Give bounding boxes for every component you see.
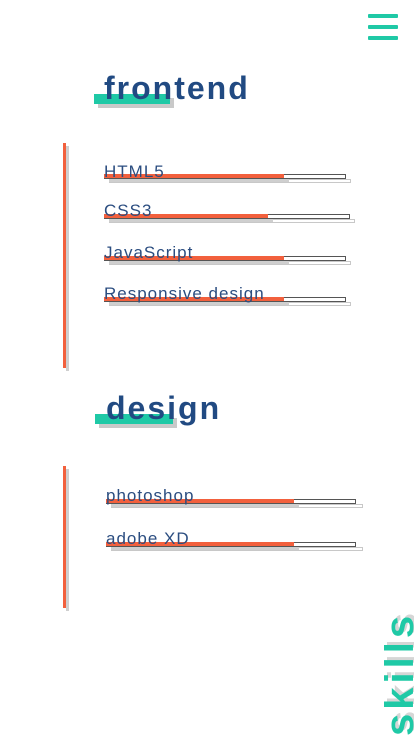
skill-level-bar: [104, 256, 284, 260]
hamburger-menu-icon[interactable]: [368, 14, 398, 40]
skill-label: HTML5: [104, 162, 165, 181]
hamburger-line: [368, 25, 398, 29]
title-accent-bar: [95, 414, 173, 424]
skill-label: CSS3: [104, 201, 153, 220]
skill-label: adobe XD: [106, 529, 190, 548]
skill-html5: HTML5: [104, 162, 364, 192]
skill-level-shadow: [109, 179, 289, 182]
skills-vertical-label: skills: [378, 606, 414, 736]
skill-level-bar: [104, 214, 268, 218]
section-title-text: frontend: [104, 70, 250, 106]
skills-vertical-text: skills: [378, 611, 414, 736]
skill-level-shadow: [109, 261, 289, 264]
skill-label: JavaScript: [104, 243, 194, 262]
hamburger-line: [368, 36, 398, 40]
skill-level-bar: [104, 174, 284, 178]
skill-level-bar: [104, 297, 284, 301]
hamburger-line: [368, 14, 398, 18]
section-title-text: design: [106, 390, 222, 426]
section-divider-bar: [63, 143, 66, 368]
title-accent-bar: [94, 94, 170, 104]
skill-photoshop: photoshop: [106, 486, 366, 516]
section-title-frontend: frontend: [94, 70, 274, 110]
skill-level-shadow: [111, 547, 299, 550]
section-title-design: design: [95, 390, 255, 430]
skill-css3: CSS3: [104, 201, 364, 231]
skill-label: Responsive design: [104, 284, 265, 303]
skill-level-bar: [106, 499, 294, 503]
skill-level-shadow: [111, 504, 299, 507]
skill-level-shadow: [109, 302, 289, 305]
section-divider-bar: [63, 466, 66, 608]
skill-javascript: JavaScript: [104, 243, 364, 273]
skill-label: photoshop: [106, 486, 195, 505]
skill-level-bar: [106, 542, 294, 546]
skill-responsive-design: Responsive design: [104, 284, 364, 314]
skill-level-shadow: [109, 219, 273, 222]
skill-adobe-xd: adobe XD: [106, 529, 366, 559]
